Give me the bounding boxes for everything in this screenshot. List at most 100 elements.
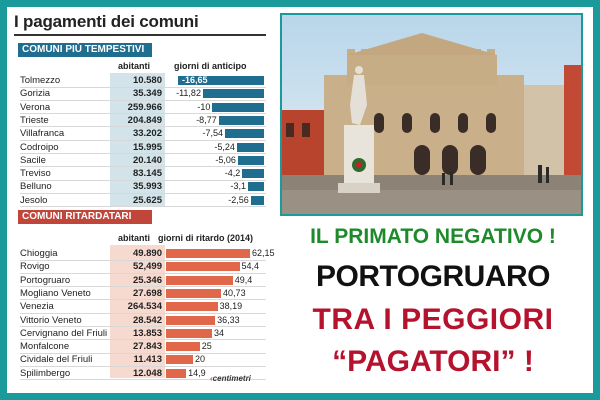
row-divider bbox=[20, 86, 266, 88]
bar bbox=[225, 129, 264, 139]
bar bbox=[166, 275, 233, 285]
table-row: Belluno 35.993 -3,1 bbox=[20, 181, 266, 192]
table-row: Chioggia 49.890 62,15 bbox=[20, 248, 275, 259]
row-divider bbox=[20, 379, 266, 381]
row-divider bbox=[20, 259, 266, 261]
row-divider bbox=[20, 352, 266, 354]
giorni-value: 49,4 bbox=[234, 274, 253, 285]
table-row: Rovigo 52,499 54,4 bbox=[20, 261, 266, 272]
early-col-abitanti: abitanti bbox=[118, 61, 151, 71]
giorni-value: -8,77 bbox=[196, 114, 217, 125]
table-row: Jesolo 25.625 -2,56 bbox=[20, 195, 266, 206]
bar bbox=[166, 302, 218, 312]
abitanti-value: 27.843 bbox=[132, 341, 162, 353]
early-col-giorni: giorni di anticipo bbox=[174, 61, 247, 71]
comune-name: Venezia bbox=[20, 301, 54, 313]
table-row: Vittorio Veneto 28.542 36,33 bbox=[20, 315, 266, 326]
abitanti-value: 52,499 bbox=[132, 261, 162, 273]
giorni-value: -7,54 bbox=[202, 128, 224, 139]
comune-name: Verona bbox=[20, 101, 51, 113]
giorni-value: 34 bbox=[213, 327, 224, 338]
giorni-value: 14,9 bbox=[188, 367, 206, 378]
abitanti-value: 25.625 bbox=[132, 194, 162, 206]
bar bbox=[166, 249, 250, 258]
late-col-giorni: giorni di ritardo (2014) bbox=[158, 233, 254, 243]
abitanti-value: 20.140 bbox=[132, 154, 162, 166]
headline-tra-i-peggiori: TRA I PEGGIORI bbox=[312, 303, 554, 336]
abitanti-value: 49.890 bbox=[132, 248, 162, 259]
comune-name: Cervignano del Friuli bbox=[20, 327, 108, 339]
abitanti-value: 264.534 bbox=[127, 301, 162, 313]
giorni-value: 40,73 bbox=[223, 287, 246, 298]
bar bbox=[237, 155, 264, 165]
row-divider bbox=[20, 192, 266, 194]
bar bbox=[202, 89, 264, 99]
abitanti-value: 15.995 bbox=[132, 141, 162, 153]
table-row: Portogruaro 25.346 49,4 bbox=[20, 275, 266, 286]
table-row: Tolmezzo 10.580 -16,65 bbox=[20, 75, 266, 86]
row-divider bbox=[20, 139, 266, 141]
credit-logo: ‹centimetri bbox=[210, 374, 251, 383]
comune-name: Gorizia bbox=[20, 88, 51, 100]
bar bbox=[178, 76, 264, 85]
comune-name: Sacile bbox=[20, 154, 46, 166]
row-divider bbox=[20, 179, 266, 181]
comune-name: Portogruaro bbox=[20, 274, 71, 286]
giorni-value: -2,56 bbox=[228, 194, 249, 205]
town-hall-photo bbox=[280, 13, 583, 216]
giorni-value: -10 bbox=[197, 101, 211, 112]
giorni-value: -16,65 bbox=[182, 75, 208, 85]
bar bbox=[166, 315, 216, 325]
headline-portogruaro: PORTOGRUARO bbox=[316, 260, 550, 293]
late-abitanti-column-bg bbox=[110, 245, 165, 378]
comune-name: Vittorio Veneto bbox=[20, 314, 82, 326]
row-divider bbox=[20, 326, 266, 327]
bar bbox=[250, 195, 264, 205]
abitanti-value: 35.993 bbox=[132, 181, 162, 193]
giorni-value: -5,24 bbox=[214, 141, 235, 152]
abitanti-value: 28.542 bbox=[132, 314, 162, 326]
row-divider bbox=[20, 166, 266, 168]
table-row: Gorizia 35.349 -11,82 bbox=[20, 88, 266, 99]
giorni-value: -3,1 bbox=[230, 181, 246, 192]
comune-name: Trieste bbox=[20, 114, 49, 126]
comune-name: Tolmezzo bbox=[20, 75, 61, 86]
table-row: Mogliano Veneto 27.698 40,73 bbox=[20, 288, 266, 299]
row-divider bbox=[20, 286, 266, 288]
table-row: Trieste 204.849 -8,77 bbox=[20, 115, 266, 126]
bar bbox=[166, 368, 187, 378]
table-row: Monfalcone 27.843 25 bbox=[20, 341, 266, 352]
row-divider bbox=[20, 272, 266, 274]
abitanti-value: 35.349 bbox=[132, 88, 162, 100]
abitanti-value: 33.202 bbox=[132, 128, 162, 140]
comune-name: Mogliano Veneto bbox=[20, 287, 91, 299]
bar bbox=[166, 328, 212, 338]
giorni-value: -11,82 bbox=[176, 88, 201, 99]
giorni-value: 36,33 bbox=[217, 314, 240, 325]
table-row: Venezia 264.534 38,19 bbox=[20, 301, 266, 312]
comune-name: Codroipo bbox=[20, 141, 59, 153]
abitanti-value: 11.413 bbox=[133, 354, 162, 366]
table-row: Villafranca 33.202 -7,54 bbox=[20, 128, 266, 139]
late-col-abitanti: abitanti bbox=[118, 233, 151, 243]
row-divider bbox=[20, 153, 266, 154]
row-divider bbox=[20, 113, 266, 115]
comune-name: Chioggia bbox=[20, 248, 58, 259]
table-row: Cividale del Friuli 11.413 20 bbox=[20, 354, 266, 365]
row-divider bbox=[20, 339, 266, 341]
bar bbox=[218, 115, 264, 125]
row-divider bbox=[20, 365, 266, 367]
title-rule bbox=[14, 34, 266, 36]
comune-name: Jesolo bbox=[20, 194, 48, 206]
row-divider bbox=[20, 312, 266, 314]
giorni-value: 25 bbox=[201, 341, 212, 352]
giorni-value: 62,15 bbox=[252, 248, 275, 258]
late-section-header: COMUNI RITARDATARI bbox=[18, 210, 152, 224]
table-row: Treviso 83.145 -4,2 bbox=[20, 168, 266, 179]
comune-name: Villafranca bbox=[20, 128, 65, 140]
bar bbox=[247, 182, 264, 192]
table-row: Cervignano del Friuli 13.853 34 bbox=[20, 328, 266, 339]
row-divider bbox=[20, 299, 266, 301]
comune-name: Rovigo bbox=[20, 261, 50, 273]
comune-name: Spilimbergo bbox=[20, 367, 71, 379]
